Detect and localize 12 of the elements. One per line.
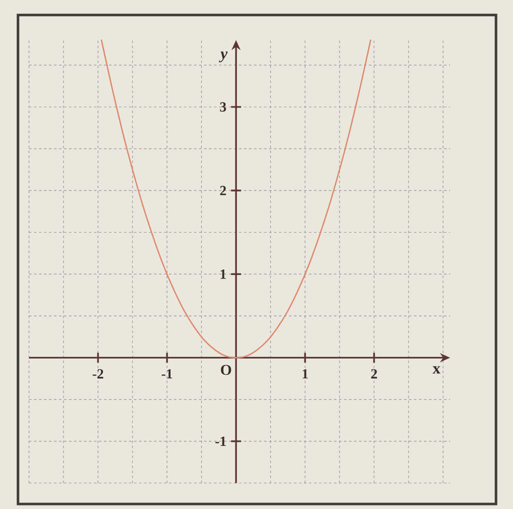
x-tick-label: -1 [162, 369, 172, 378]
y-tick-label: 2 [220, 186, 226, 196]
x-tick-label: 1 [302, 369, 308, 378]
x-axis-title: x [432, 366, 440, 374]
y-tick-label: 3 [220, 102, 226, 112]
y-axis-title: y [218, 52, 228, 62]
y-tick-label: 1 [220, 270, 226, 279]
x-tick-label: 2 [371, 369, 377, 378]
annotation: O [220, 364, 232, 375]
x-tick-label: -2 [92, 369, 104, 378]
y-tick-label: -1 [215, 436, 226, 446]
line-series [100, 39, 372, 358]
